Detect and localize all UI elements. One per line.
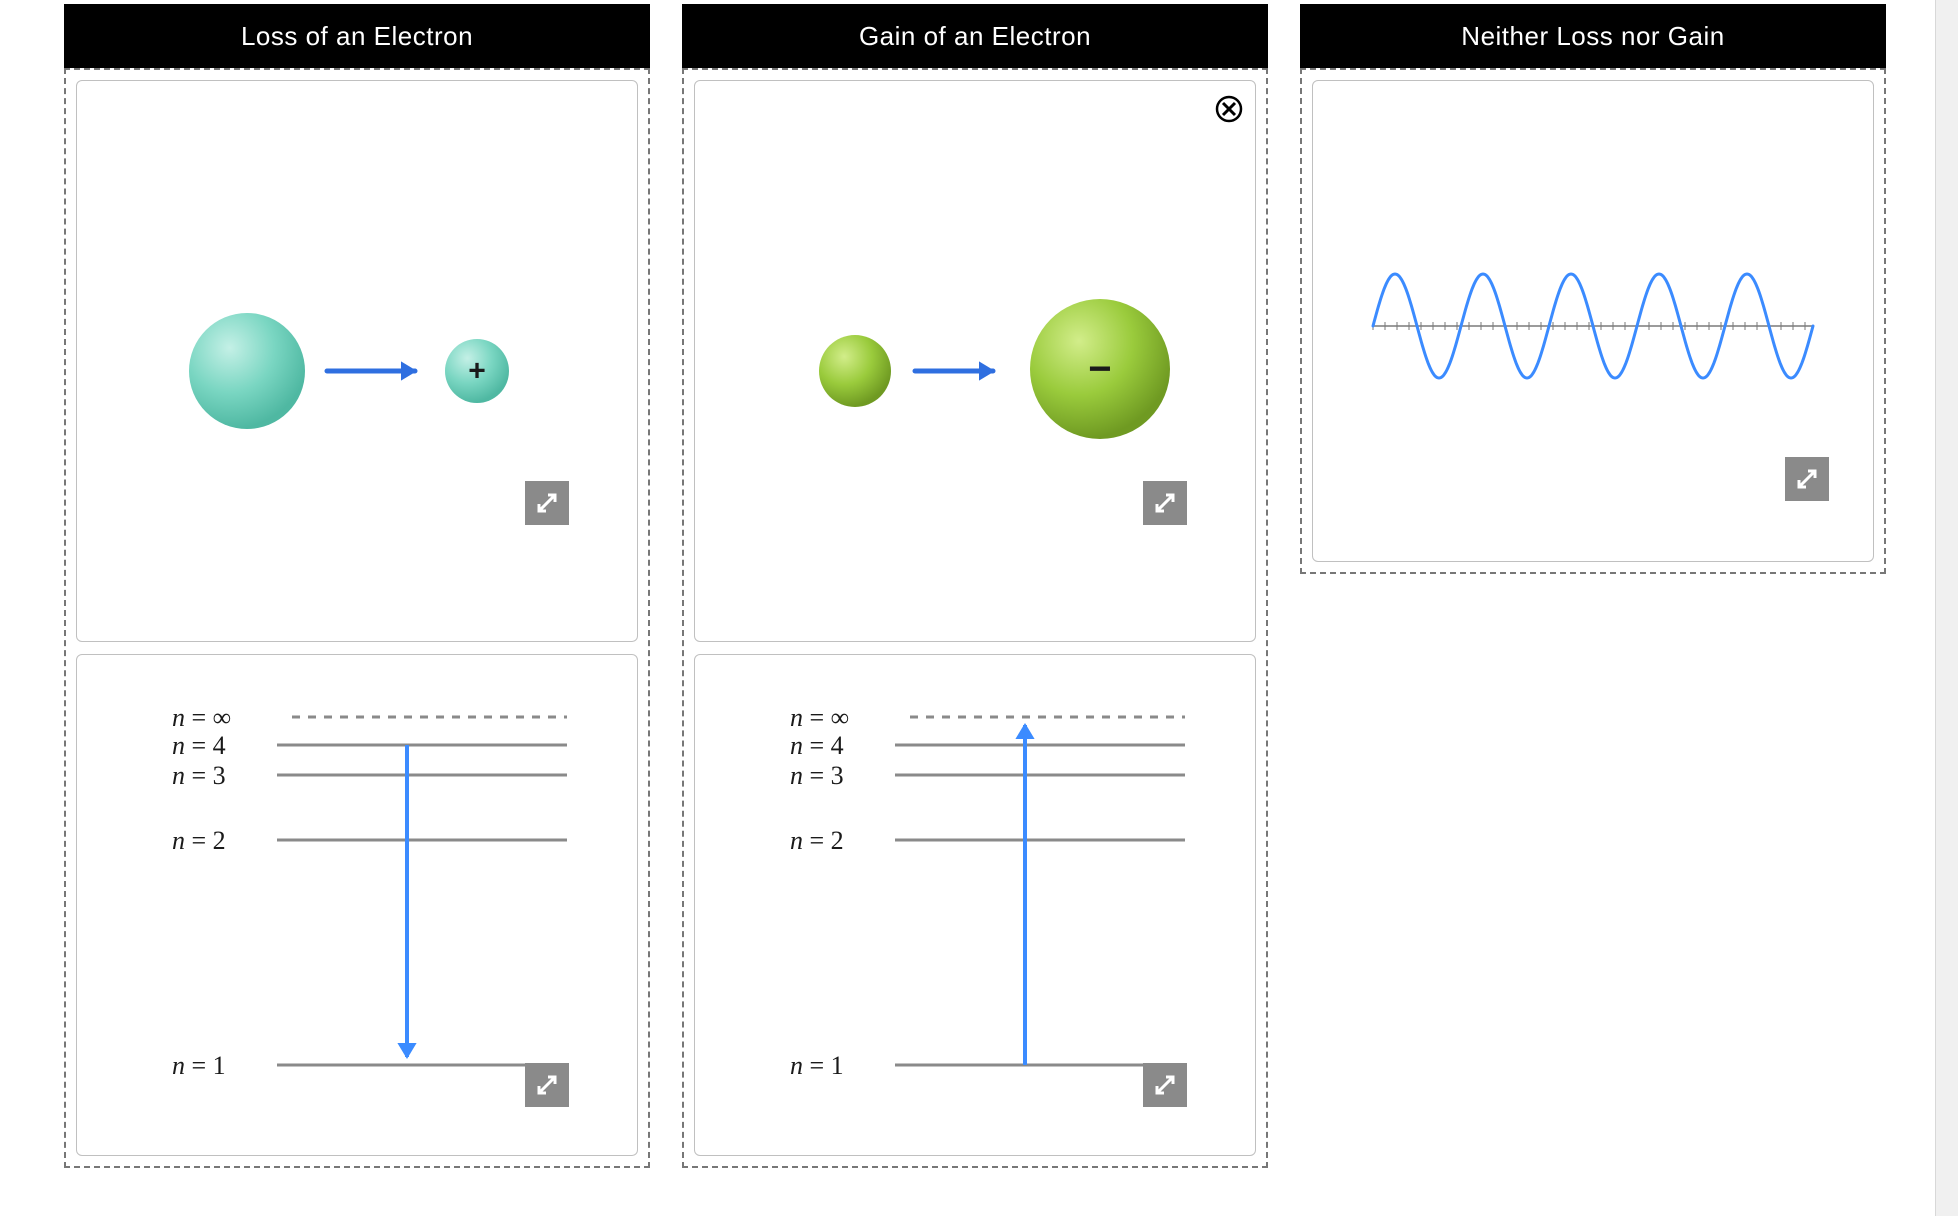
svg-text:n = 1: n = 1 xyxy=(790,1051,844,1080)
column-neither: Neither Loss nor Gain xyxy=(1300,4,1886,1168)
expand-icon[interactable] xyxy=(1785,457,1829,501)
column-header: Loss of an Electron xyxy=(64,4,650,68)
svg-text:n = 2: n = 2 xyxy=(172,826,226,855)
column-loss: Loss of an Electron + n = ∞n = 4n = 3 n = 2… xyxy=(64,4,650,1168)
card-sphere-grow-minus[interactable]: − xyxy=(694,80,1256,642)
svg-text:n = 3: n = 3 xyxy=(790,761,844,790)
card-energy-levels-up[interactable]: n = ∞n = 4n = 3 n = 2 n = 1 xyxy=(694,654,1256,1156)
page: Loss of an Electron+n = ∞n = 4n = 3n = 2… xyxy=(0,0,1958,1216)
svg-text:−: − xyxy=(1088,347,1111,391)
sphere-diagram: + xyxy=(77,81,637,641)
card-energy-levels-down[interactable]: n = ∞n = 4n = 3 n = 2 n = 1 xyxy=(76,654,638,1156)
card-sine-wave[interactable] xyxy=(1312,80,1874,562)
svg-text:n = 2: n = 2 xyxy=(790,826,844,855)
columns-container: Loss of an Electron+n = ∞n = 4n = 3n = 2… xyxy=(0,0,1958,1168)
dropzone[interactable]: + n = ∞n = 4n = 3 n = 2 n = 1 xyxy=(64,68,650,1168)
column-gain: Gain of an Electron − n = ∞n = 4n = 3 n = 2… xyxy=(682,4,1268,1168)
remove-icon[interactable] xyxy=(1215,95,1243,123)
column-header: Neither Loss nor Gain xyxy=(1300,4,1886,68)
svg-text:n = ∞: n = ∞ xyxy=(172,703,231,732)
svg-text:n = 3: n = 3 xyxy=(172,761,226,790)
svg-text:n = 4: n = 4 xyxy=(790,731,844,760)
card-sphere-shrink-plus[interactable]: + xyxy=(76,80,638,642)
expand-icon[interactable] xyxy=(1143,481,1187,525)
column-header: Gain of an Electron xyxy=(682,4,1268,68)
svg-text:n = ∞: n = ∞ xyxy=(790,703,849,732)
expand-icon[interactable] xyxy=(525,481,569,525)
svg-text:+: + xyxy=(468,355,486,388)
expand-icon[interactable] xyxy=(1143,1063,1187,1107)
scrollbar-track[interactable] xyxy=(1935,0,1958,1216)
dropzone[interactable]: − n = ∞n = 4n = 3 n = 2 n = 1 xyxy=(682,68,1268,1168)
sphere-diagram: − xyxy=(695,81,1255,641)
svg-text:n = 1: n = 1 xyxy=(172,1051,226,1080)
dropzone[interactable] xyxy=(1300,68,1886,574)
svg-text:n = 4: n = 4 xyxy=(172,731,226,760)
expand-icon[interactable] xyxy=(525,1063,569,1107)
